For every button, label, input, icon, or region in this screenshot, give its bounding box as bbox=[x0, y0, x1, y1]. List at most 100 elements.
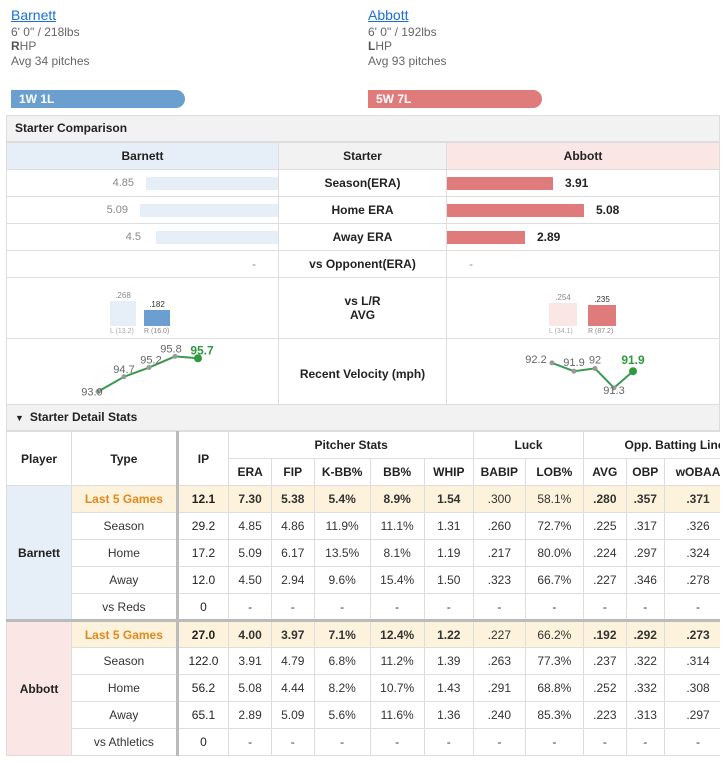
group-opp: Opp. Batting Line bbox=[583, 431, 720, 459]
stat-cell: 66.2% bbox=[524, 619, 585, 648]
stat-cell: .346 bbox=[625, 566, 665, 594]
stat-cell: .324 bbox=[663, 539, 720, 567]
home-record-badge: 5W 7L bbox=[368, 90, 542, 108]
stat-cell: .313 bbox=[625, 701, 665, 729]
stat-cell: - bbox=[583, 728, 627, 756]
stat-cell: - bbox=[313, 593, 371, 621]
split-l-val: .268 bbox=[115, 291, 131, 300]
stat-cell: 1.39 bbox=[423, 647, 475, 675]
stat-cell: 68.8% bbox=[524, 674, 585, 702]
away-handedness: RHP bbox=[11, 39, 37, 53]
stat-cell: .371 bbox=[663, 485, 720, 513]
velocity-point bbox=[629, 367, 637, 376]
stat-cell: 8.2% bbox=[313, 674, 371, 702]
away-height-weight: 6' 0" / 218lbs bbox=[11, 24, 80, 39]
stat-cell: .217 bbox=[473, 539, 526, 567]
velocity-point bbox=[592, 365, 598, 371]
stat-cell: 12.4% bbox=[369, 619, 425, 648]
stat-cell: 15.4% bbox=[369, 566, 425, 594]
stat-cell: .357 bbox=[625, 485, 665, 513]
col-wobaa[interactable]: wOBAA bbox=[663, 458, 720, 486]
cmp-right-split: .254 .235 L (34.1) R (87.2) bbox=[446, 277, 720, 339]
stat-cell: - bbox=[228, 593, 272, 621]
stat-cell: .280 bbox=[583, 485, 627, 513]
right-bar bbox=[447, 204, 584, 217]
home-handedness: LHP bbox=[368, 39, 393, 53]
stat-cell: 7.30 bbox=[228, 485, 272, 513]
split-l-val: .254 bbox=[555, 293, 571, 302]
stat-cell: - bbox=[423, 593, 475, 621]
stat-cell: 5.38 bbox=[270, 485, 315, 513]
away-pitcher-link[interactable]: Barnett bbox=[11, 7, 57, 23]
col-lob[interactable]: LOB% bbox=[524, 458, 585, 486]
left-bar bbox=[146, 177, 278, 190]
type-cell: Last 5 Games bbox=[71, 485, 178, 513]
right-bar bbox=[447, 231, 525, 244]
table-row: Away 65.1 2.89 5.09 5.6% 11.6% 1.36.240 85.3% .2… bbox=[7, 701, 720, 729]
stat-cell: .237 bbox=[583, 647, 627, 675]
velocity-label: 92.2 bbox=[525, 354, 546, 366]
stat-cell: - bbox=[228, 728, 272, 756]
ip-cell: 27.0 bbox=[175, 619, 230, 648]
cmp-left-velocity: 93.9 94.7 95.2 95.8 95.7 bbox=[6, 338, 279, 409]
ip-cell: 17.2 bbox=[175, 539, 230, 567]
col-kbb[interactable]: K-BB% bbox=[313, 458, 371, 486]
stat-cell: .300 bbox=[473, 485, 526, 513]
stat-cell: .192 bbox=[583, 619, 627, 648]
stat-cell: - bbox=[524, 593, 585, 621]
stat-cell: 4.86 bbox=[270, 512, 315, 540]
stat-cell: 11.2% bbox=[369, 647, 425, 675]
stat-cell: - bbox=[369, 593, 425, 621]
ip-cell: 12.1 bbox=[175, 485, 230, 513]
col-era[interactable]: ERA bbox=[228, 458, 272, 486]
home-avg-pitches: Avg 93 pitches bbox=[368, 53, 447, 68]
cmp-left-split: .268 .182 L (13.2) R (16.0) bbox=[6, 277, 279, 339]
stat-cell: .227 bbox=[473, 619, 526, 648]
velocity-label: 95.7 bbox=[190, 343, 214, 357]
col-bb[interactable]: BB% bbox=[369, 458, 425, 486]
starter-detail-header[interactable]: ▼ Starter Detail Stats bbox=[6, 404, 720, 431]
col-avg[interactable]: AVG bbox=[583, 458, 627, 486]
collapse-triangle-icon[interactable]: ▼ bbox=[15, 413, 24, 423]
stat-cell: 11.6% bbox=[369, 701, 425, 729]
stat-cell: .225 bbox=[583, 512, 627, 540]
detail-table-wrap[interactable]: Player Type IP Pitcher Stats Luck Opp. B… bbox=[6, 431, 720, 763]
ip-cell: 29.2 bbox=[175, 512, 230, 540]
stat-cell: 4.44 bbox=[270, 674, 315, 702]
stat-cell: .317 bbox=[625, 512, 665, 540]
cmp-left-vs-opp: - bbox=[6, 250, 279, 278]
group-pitcher-stats: Pitcher Stats bbox=[228, 431, 474, 459]
col-obp[interactable]: OBP bbox=[625, 458, 665, 486]
stat-cell: .252 bbox=[583, 674, 627, 702]
home-pitcher-link[interactable]: Abbott bbox=[368, 7, 409, 23]
col-whip[interactable]: WHIP bbox=[423, 458, 475, 486]
stat-cell: 10.7% bbox=[369, 674, 425, 702]
stat-cell: .291 bbox=[473, 674, 526, 702]
away-avg-pitches: Avg 34 pitches bbox=[11, 53, 90, 68]
stat-cell: 8.1% bbox=[369, 539, 425, 567]
type-cell: Away bbox=[71, 701, 178, 729]
table-row: Home 17.2 5.09 6.17 13.5% 8.1% 1.19.217 80.0% .2… bbox=[7, 539, 720, 567]
velocity-point bbox=[194, 354, 202, 363]
type-cell: Home bbox=[71, 539, 178, 567]
stat-cell: 4.79 bbox=[270, 647, 315, 675]
velocity-point bbox=[121, 374, 127, 380]
col-babip[interactable]: BABIP bbox=[473, 458, 526, 486]
cmp-label-season: Season(ERA) bbox=[278, 169, 447, 197]
split-l-lab: L (34.1) bbox=[549, 328, 573, 335]
col-ip: IP bbox=[175, 431, 230, 486]
type-cell: vs Reds bbox=[71, 593, 178, 621]
stat-cell: .326 bbox=[663, 512, 720, 540]
stat-cell: .273 bbox=[663, 619, 720, 648]
velocity-label: 91.3 bbox=[603, 385, 624, 397]
stat-cell: .224 bbox=[583, 539, 627, 567]
stat-cell: - bbox=[313, 728, 371, 756]
left-bar bbox=[156, 231, 278, 244]
stat-cell: .223 bbox=[583, 701, 627, 729]
ip-cell: 65.1 bbox=[175, 701, 230, 729]
col-fip[interactable]: FIP bbox=[270, 458, 315, 486]
stat-cell: 5.08 bbox=[228, 674, 272, 702]
split-r-val: .182 bbox=[149, 300, 165, 309]
stat-cell: 9.6% bbox=[313, 566, 371, 594]
